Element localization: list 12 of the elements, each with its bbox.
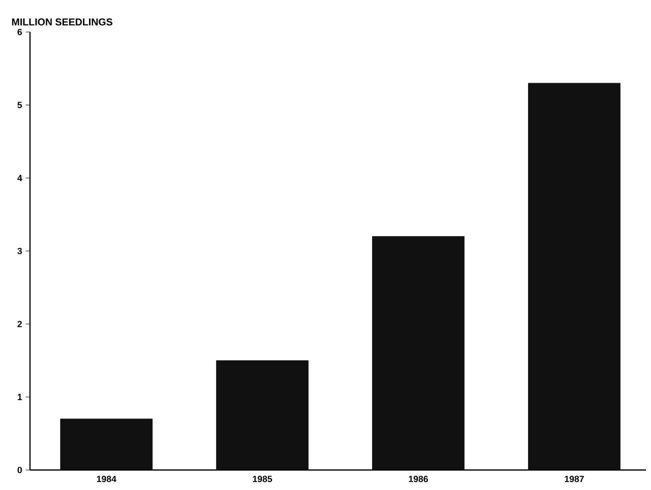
x-tick-label: 1986 (408, 476, 428, 482)
y-axis-title: MILLION SEEDLINGS (12, 18, 112, 26)
y-tick-label: 5 (18, 102, 22, 108)
y-tick-label: 1 (18, 394, 22, 400)
y-tick-label: 0 (18, 466, 22, 474)
y-tick-label: 6 (18, 28, 22, 36)
y-tick-label: 2 (18, 320, 22, 328)
x-tick-label: 1985 (252, 476, 272, 482)
x-tick-label: 1984 (97, 476, 116, 482)
x-tick-label: 1987 (564, 476, 584, 482)
y-tick-label: 3 (17, 248, 22, 254)
y-tick-label: 4 (17, 174, 22, 182)
